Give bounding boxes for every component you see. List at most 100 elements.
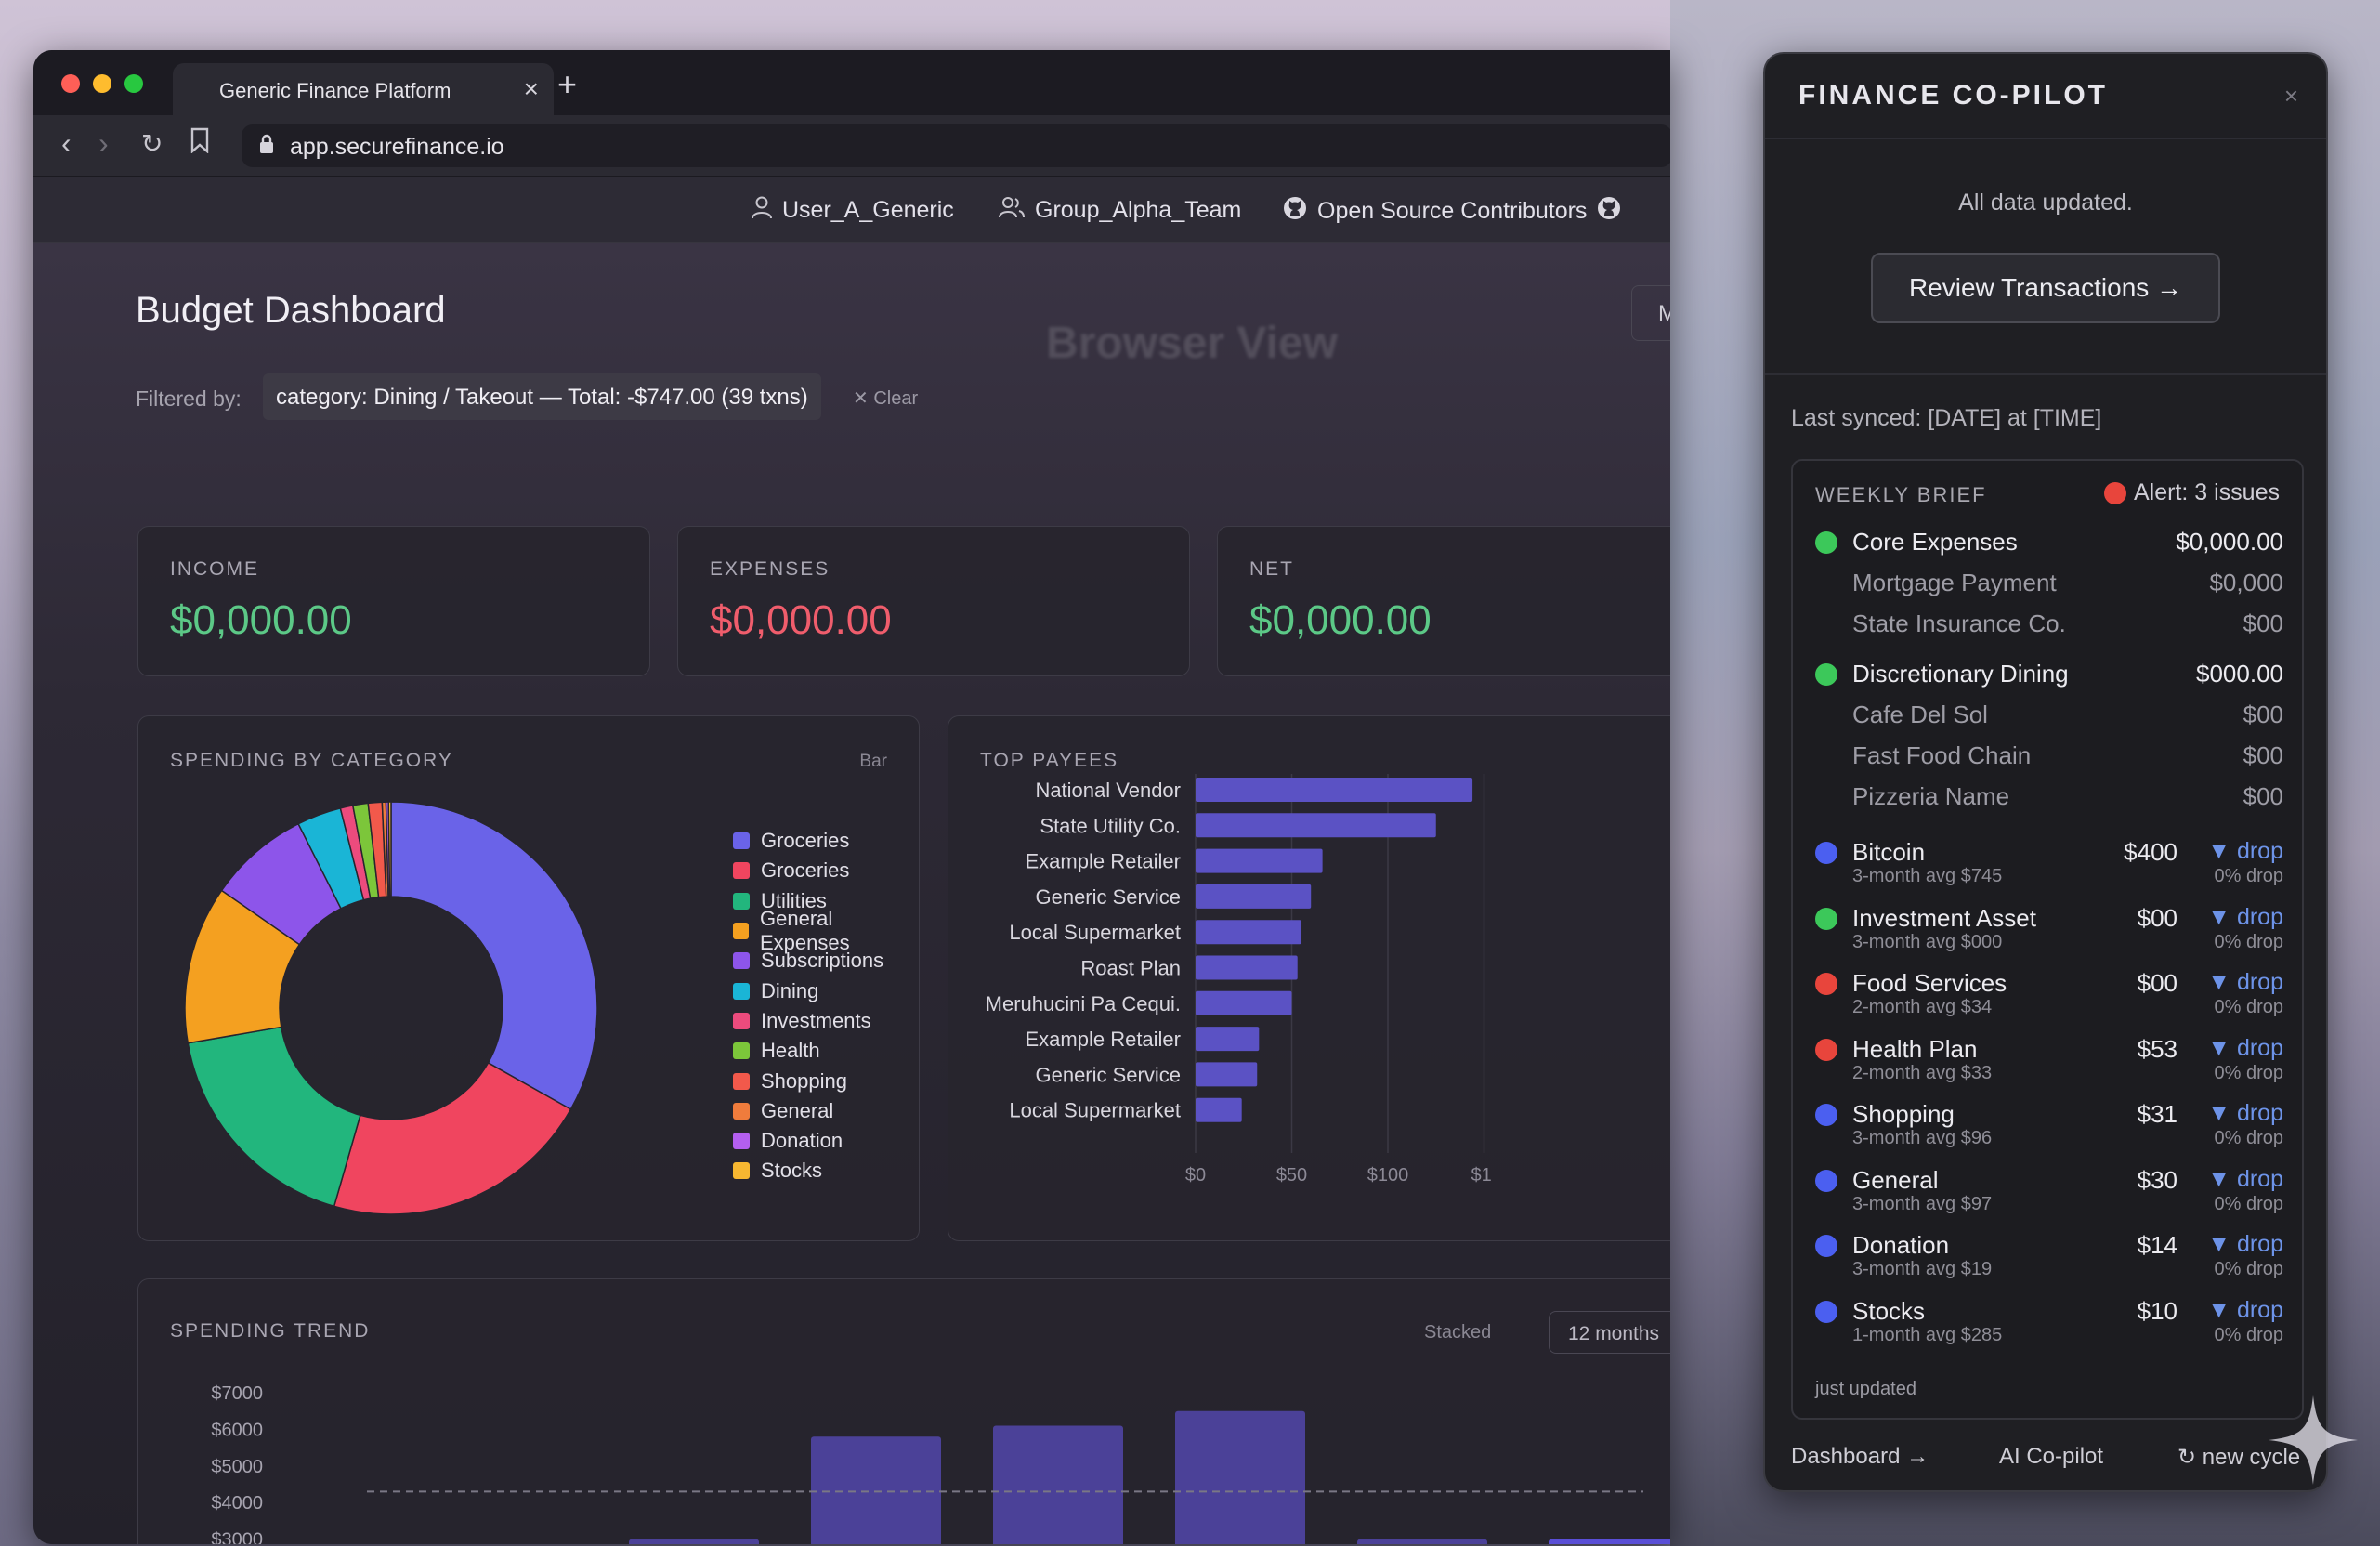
legend-item[interactable]: Utilities	[733, 886, 919, 916]
brief-item-row[interactable]: Stocks 1-month avg $285 $10 ▼ drop 0% drop	[1815, 1297, 2283, 1355]
drop-indicator[interactable]: ▼ drop	[2207, 969, 2283, 995]
more-button[interactable]: M	[1631, 285, 1670, 341]
status-dot-icon	[1815, 1169, 1837, 1192]
trend-bar[interactable]	[1549, 1539, 1670, 1544]
trend-bar[interactable]	[993, 1425, 1123, 1544]
payee-bar[interactable]	[1196, 884, 1312, 909]
payee-bar[interactable]	[1196, 920, 1301, 945]
legend-item[interactable]: Groceries	[733, 856, 919, 885]
tab-close-icon[interactable]: ×	[523, 74, 539, 103]
trend-bar[interactable]	[629, 1539, 759, 1544]
brief-child-row[interactable]: Cafe Del Sol $00	[1852, 701, 2283, 729]
divider	[1765, 138, 2326, 139]
drop-indicator[interactable]: ▼ drop	[2207, 838, 2283, 864]
legend-item[interactable]: General	[733, 1096, 919, 1126]
payee-bar[interactable]	[1196, 990, 1292, 1015]
brief-item-row[interactable]: General 3-month avg $97 $30 ▼ drop 0% drop	[1815, 1166, 2283, 1224]
drop-indicator[interactable]: ▼ drop	[2207, 1100, 2283, 1126]
donut-slice[interactable]	[387, 801, 392, 897]
trend-bar[interactable]	[1175, 1410, 1305, 1544]
maximize-window-button[interactable]	[124, 74, 143, 93]
legend-item[interactable]: Subscriptions	[733, 946, 919, 976]
legend-item[interactable]: General Expenses	[733, 907, 919, 954]
new-tab-icon[interactable]: +	[557, 65, 578, 103]
legend-swatch	[733, 1072, 750, 1090]
new-cycle-button[interactable]: ↻ new cycle	[2177, 1444, 2300, 1471]
brief-child-row[interactable]: Mortgage Payment $0,000	[1852, 569, 2283, 597]
brief-child-row[interactable]: State Insurance Co. $00	[1852, 609, 2283, 638]
nav-user[interactable]: User_A_Generic	[751, 195, 954, 226]
row-label: Health Plan	[1852, 1034, 1978, 1063]
legend-item[interactable]: Health	[733, 1036, 919, 1066]
drop-indicator[interactable]: ▼ drop	[2207, 1165, 2283, 1192]
dashboard-content: Budget Dashboard Browser View M Filtered…	[33, 243, 1670, 1544]
brief-item-row[interactable]: Shopping 3-month avg $96 $31 ▼ drop 0% drop	[1815, 1100, 2283, 1158]
legend-item[interactable]: Donation	[733, 1126, 919, 1156]
spending-trend-title: SPENDING TREND	[170, 1320, 371, 1342]
review-transactions-button[interactable]: Review Transactions →	[1871, 253, 2220, 323]
ai-copilot-link[interactable]: AI Co-pilot	[1999, 1444, 2104, 1469]
dashboard-link[interactable]: Dashboard →	[1791, 1444, 1929, 1469]
child-label: Mortgage Payment	[1852, 569, 2057, 596]
lock-icon	[258, 134, 275, 160]
bookmark-icon[interactable]	[190, 126, 210, 161]
payee-bar[interactable]	[1196, 1097, 1242, 1122]
nav-contributors[interactable]: Open Source Contributors	[1282, 195, 1622, 228]
legend-item[interactable]: Dining	[733, 976, 919, 1005]
legend-item[interactable]: Investments	[733, 1006, 919, 1036]
brief-child-row[interactable]: Pizzeria Name $00	[1852, 782, 2283, 811]
browser-tab[interactable]: Generic Finance Platform ×	[173, 63, 554, 115]
trend-bar[interactable]	[811, 1436, 941, 1544]
payee-label: Example Retailer	[1025, 850, 1181, 873]
drop-indicator[interactable]: ▼ drop	[2207, 1034, 2283, 1061]
drop-percent: 0% drop	[2214, 1062, 2284, 1083]
drop-indicator[interactable]: ▼ drop	[2207, 1296, 2283, 1323]
clear-filter-button[interactable]: ✕ Clear	[853, 386, 918, 410]
trend-bar[interactable]	[1357, 1539, 1487, 1544]
nav-group[interactable]: Group_Alpha_Team	[998, 195, 1241, 226]
forward-icon[interactable]: ›	[98, 126, 109, 160]
row-label: General	[1852, 1165, 1939, 1194]
url-text: app.securefinance.io	[290, 134, 504, 160]
trend-range-select[interactable]: 12 months	[1549, 1311, 1670, 1354]
close-window-button[interactable]	[61, 74, 80, 93]
payee-bar[interactable]	[1196, 1062, 1258, 1087]
url-field[interactable]: app.securefinance.io	[242, 124, 1670, 167]
minimize-window-button[interactable]	[93, 74, 111, 93]
back-icon[interactable]: ‹	[61, 126, 72, 160]
top-payees-chart: $0 $50 $100 $1 National Vendor State Utility …	[986, 774, 1492, 1186]
donut-slice[interactable]	[390, 801, 598, 1111]
drop-indicator[interactable]: ▼ drop	[2207, 1231, 2283, 1257]
legend-swatch	[733, 923, 749, 940]
status-dot-icon	[1815, 1235, 1837, 1257]
payee-bar[interactable]	[1196, 778, 1473, 802]
alert-badge[interactable]: Alert: 3 issues	[2103, 479, 2280, 506]
copilot-close-icon[interactable]: ×	[2283, 82, 2298, 110]
drop-percent: 0% drop	[2214, 931, 2284, 952]
payee-bar[interactable]	[1196, 1027, 1260, 1052]
legend-item[interactable]: Groceries	[733, 826, 919, 856]
donut-slice[interactable]	[187, 1026, 361, 1208]
payee-bar[interactable]	[1196, 955, 1298, 980]
legend-item[interactable]: Stocks	[733, 1156, 919, 1186]
donut-slice[interactable]	[333, 1061, 572, 1215]
chart-type-toggle[interactable]: Bar	[859, 752, 887, 771]
payee-bar[interactable]	[1196, 813, 1436, 838]
brief-item-row[interactable]: Health Plan 2-month avg $33 $53 ▼ drop 0% dr…	[1815, 1035, 2283, 1093]
row-amount: $0,000.00	[2176, 528, 2283, 556]
reload-icon[interactable]: ↻	[141, 129, 163, 158]
divider	[1765, 373, 2326, 375]
brief-item-row[interactable]: Donation 3-month avg $19 $14 ▼ drop 0% drop	[1815, 1231, 2283, 1289]
brief-child-row[interactable]: Fast Food Chain $00	[1852, 741, 2283, 770]
spending-by-category-card: SPENDING BY CATEGORY Bar Groceries Grocer…	[137, 715, 920, 1241]
legend-swatch	[733, 982, 750, 1000]
payee-bar[interactable]	[1196, 848, 1323, 873]
brief-item-row[interactable]: Food Services 2-month avg $34 $00 ▼ drop 0% …	[1815, 969, 2283, 1027]
trend-mode-toggle[interactable]: Stacked	[1424, 1322, 1492, 1343]
legend-item[interactable]: Shopping	[733, 1066, 919, 1095]
drop-indicator[interactable]: ▼ drop	[2207, 903, 2283, 930]
brief-item-row[interactable]: Investment Asset 3-month avg $000 $00 ▼ dro…	[1815, 904, 2283, 962]
brief-item-row[interactable]: Bitcoin 3-month avg $745 $400 ▼ drop 0% drop	[1815, 838, 2283, 896]
user-icon	[751, 195, 773, 226]
filter-chip[interactable]: category: Dining / Takeout — Total: -$74…	[263, 373, 821, 420]
